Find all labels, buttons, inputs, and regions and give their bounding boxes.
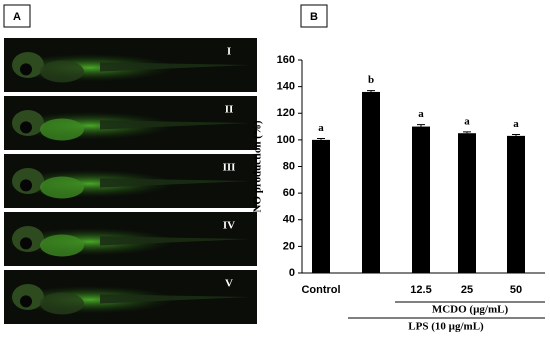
significance-letter: a [513, 118, 519, 130]
y-tick-label: 80 [283, 160, 295, 172]
image-label: I [227, 46, 231, 58]
bar [312, 139, 330, 273]
fish-yolk [40, 234, 84, 257]
significance-letter: b [368, 74, 374, 86]
fish-eye [20, 295, 32, 308]
panel-label-box [3, 4, 31, 28]
fish-eye [20, 63, 32, 76]
error-bar [367, 90, 375, 92]
bar [412, 126, 430, 273]
fish-yolk [40, 176, 84, 199]
fish-tail [100, 62, 250, 72]
fish-eye [20, 121, 32, 134]
fish-yolk [40, 292, 84, 315]
error-bar [512, 134, 520, 136]
error-bar [463, 131, 471, 134]
fish-eye [20, 237, 32, 250]
fish-image: V [4, 270, 257, 324]
y-tick-label: 40 [283, 214, 295, 226]
fish-image: IV [4, 212, 257, 266]
fish-yolk [40, 118, 84, 141]
fish-tail [100, 178, 250, 188]
panel-label: B [310, 11, 318, 23]
bar [458, 133, 476, 273]
bar [507, 135, 525, 273]
chart: 0 20 40 60 80 100 120 140 160 NO production (%) a C… [252, 54, 545, 333]
x-tick-label: Control [301, 284, 340, 296]
significance-letter: a [418, 108, 424, 120]
significance-letter: a [464, 115, 470, 127]
error-bar [317, 138, 325, 140]
x-tick-label: 25 [461, 284, 473, 296]
y-tick-label: 0 [289, 267, 295, 279]
image-label: V [225, 278, 233, 290]
panel-label: A [13, 11, 21, 23]
fish-image: III [4, 154, 257, 208]
y-tick-label: 140 [277, 81, 295, 93]
fish-tail [100, 120, 250, 130]
fish-image: I [4, 38, 257, 92]
y-tick-label: 160 [277, 54, 295, 66]
significance-letter: a [318, 122, 324, 134]
x-tick-label: 50 [510, 284, 522, 296]
fish-tail [100, 294, 250, 304]
panel-label-box [300, 4, 328, 28]
y-tick-label: 100 [277, 134, 295, 146]
group-label: MCDO (µg/mL) [432, 304, 509, 316]
fish-tail [100, 236, 250, 246]
y-tick-label: 60 [283, 187, 295, 199]
group-label: LPS (10 µg/mL) [408, 321, 484, 333]
y-axis-label: NO production (%) [252, 120, 264, 212]
y-tick-label: 120 [277, 107, 295, 119]
fish-eye [20, 179, 32, 192]
error-bar [417, 124, 425, 127]
image-label: IV [223, 220, 235, 232]
fish-yolk [40, 60, 84, 83]
y-tick-label: 20 [283, 240, 295, 252]
fish-image: II [4, 96, 257, 150]
image-label: II [225, 104, 234, 116]
bar [362, 91, 380, 273]
x-tick-label: 12.5 [410, 284, 431, 296]
image-label: III [223, 162, 236, 174]
